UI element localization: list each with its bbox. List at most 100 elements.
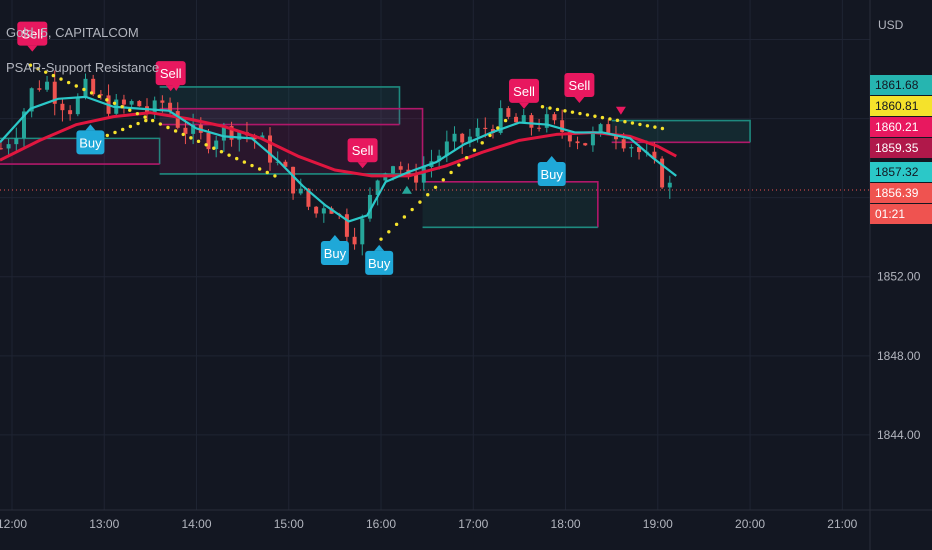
signal-box: [155, 61, 186, 86]
candle-body: [613, 134, 618, 140]
zone-edge-top: [159, 107, 424, 174]
candle-body: [68, 110, 73, 115]
psar-dot: [235, 156, 239, 161]
currency-label[interactable]: USD: [878, 18, 904, 32]
x-tick-label: 14:00: [181, 517, 211, 531]
psar-dot: [105, 98, 109, 102]
candle-body: [75, 96, 80, 115]
candle-body: [137, 101, 142, 107]
candle-body: [14, 138, 19, 145]
signal-label: Buy: [541, 167, 564, 182]
signal-box: [509, 78, 540, 103]
price-tag: 1860.81: [870, 96, 932, 117]
psar-dot: [433, 185, 438, 189]
candle-body: [529, 115, 534, 128]
candle: [98, 90, 103, 100]
candle-body: [544, 114, 549, 128]
candle: [375, 179, 380, 206]
candle-body: [414, 174, 419, 183]
candle-body: [183, 127, 188, 134]
candle: [214, 135, 219, 158]
candle-body: [652, 151, 657, 159]
psar-dot: [426, 193, 430, 197]
psar-dot: [204, 143, 208, 147]
psar-dots: [28, 63, 665, 241]
candle-body: [175, 111, 180, 128]
candle: [575, 136, 580, 150]
candle-body: [606, 124, 611, 135]
psar-dot: [623, 119, 627, 124]
psar-dot: [74, 84, 78, 88]
candle: [14, 127, 19, 152]
signal-label: Buy: [79, 135, 102, 150]
candle: [444, 130, 449, 163]
candle-body: [152, 100, 157, 114]
signal-box: [76, 130, 105, 155]
psar-dot: [82, 87, 86, 92]
x-tick-label: 19:00: [643, 517, 673, 531]
zone-edge-top: [0, 137, 161, 165]
candle-body: [660, 158, 665, 188]
signal-label: Sell: [21, 27, 43, 42]
signal-box: [320, 241, 349, 266]
indicator-legend[interactable]: PSAR-Support Resistance: [6, 60, 160, 75]
zone-3: [422, 181, 598, 228]
psar-dot: [457, 163, 461, 167]
x-tick-label: 13:00: [89, 517, 119, 531]
psar-dot: [28, 63, 33, 67]
psar-dot: [563, 109, 567, 113]
psar-dot: [144, 118, 148, 123]
symbol-legend[interactable]: Gold, 5, CAPITALCOM: [6, 25, 139, 40]
psar-dot: [488, 133, 492, 138]
candle: [52, 70, 57, 116]
candle: [137, 99, 142, 107]
candle-body: [437, 155, 442, 162]
psar-dot: [166, 125, 170, 130]
zone-edge-top: [611, 119, 751, 143]
candle-body: [391, 166, 396, 174]
candle-body: [306, 188, 311, 207]
candle-body: [275, 161, 280, 163]
candle: [629, 144, 634, 158]
candle-body: [583, 143, 588, 146]
signal-box: [537, 161, 566, 186]
psar-dot: [44, 70, 48, 74]
psar-dot: [181, 132, 185, 137]
candle-body: [268, 135, 273, 163]
psar-dot: [136, 121, 140, 126]
candle-body: [560, 120, 565, 132]
candle-body: [91, 78, 96, 95]
sell-signal: Sell: [564, 73, 595, 103]
candle: [37, 80, 42, 92]
candle-body: [567, 131, 572, 142]
psar-dot: [410, 207, 414, 212]
psar-dot: [441, 178, 446, 182]
candle: [606, 119, 611, 135]
candle-body: [398, 166, 403, 170]
zone-1: [159, 86, 400, 125]
candle: [506, 106, 511, 120]
psar-dot: [121, 127, 125, 132]
candle-body: [506, 108, 511, 117]
psar-dot: [112, 101, 117, 105]
signal-label: Buy: [368, 256, 391, 271]
candle-body: [590, 131, 595, 146]
candle-body: [575, 141, 580, 144]
signal-box: [347, 138, 378, 163]
sell-signal: Sell: [17, 21, 48, 52]
candlesticks: [0, 70, 672, 256]
psar-dot: [59, 77, 63, 81]
sell-signal: Sell: [155, 61, 186, 92]
zone-2: [159, 108, 423, 174]
candle-body: [460, 133, 465, 143]
candle-body: [121, 99, 126, 105]
psar-dot: [418, 200, 422, 204]
candle-body: [21, 111, 26, 139]
price-tag: 01:21: [870, 203, 932, 224]
psar-dot: [608, 117, 612, 121]
candle: [283, 159, 288, 168]
candle-body: [191, 124, 196, 134]
psar-dot: [630, 121, 635, 125]
